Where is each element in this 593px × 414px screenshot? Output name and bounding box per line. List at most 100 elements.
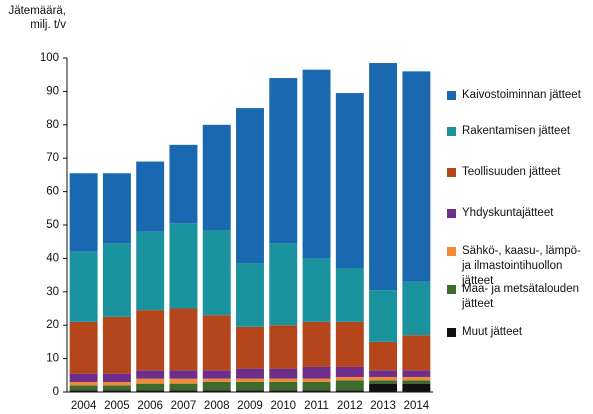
y-tick-label: 90 (46, 85, 59, 97)
bar-segment (69, 381, 98, 386)
y-tick-label: 20 (46, 319, 59, 331)
legend-swatch (447, 328, 456, 337)
bar-segment (169, 370, 198, 379)
y-tick-label: 80 (46, 119, 59, 131)
bar-segment (136, 161, 165, 232)
bar-segment (302, 258, 331, 322)
bar-segment (169, 378, 198, 384)
bar-segment (269, 243, 298, 326)
x-tick-label: 2012 (337, 400, 363, 412)
bar-segment (269, 381, 298, 391)
y-tick-label: 100 (40, 52, 59, 64)
bar-segment (236, 263, 264, 327)
bar-segment (369, 376, 398, 381)
y-tick-label: 70 (46, 152, 59, 164)
bar-segment (402, 281, 431, 336)
bar-segment (302, 378, 331, 382)
bar-segment (402, 380, 431, 384)
legend-label: Maa- ja metsätalouden jätteet (462, 283, 579, 310)
bar-segment (302, 321, 331, 367)
bar-segment (402, 335, 431, 371)
y-tick-label: 60 (46, 186, 59, 198)
legend-item: Yhdyskuntajätteet (447, 206, 593, 221)
y-tick-label: 10 (46, 353, 59, 365)
bar-segment (69, 373, 98, 382)
bar-segment (102, 373, 131, 382)
bar-segment (236, 378, 264, 382)
bar-segment (202, 390, 231, 392)
bar-segment (102, 173, 131, 244)
x-tick-label: 2011 (304, 400, 329, 412)
bar-segment (269, 325, 298, 369)
y-axis-title: Jätemäärä, milj. t/v (8, 5, 66, 31)
bar-segment (369, 341, 398, 371)
legend-item: Kaivostoiminnan jätteet (447, 88, 593, 103)
bar-segment (136, 390, 165, 392)
bar-segment (236, 108, 264, 264)
y-tick-label: 50 (46, 219, 59, 231)
y-tick-label: 30 (46, 286, 59, 298)
bar-segment (236, 326, 264, 369)
bar-segment (69, 390, 98, 392)
legend-label: Sähkö-, kaasu-, lämpö- ja ilmastointihuo… (462, 245, 581, 287)
bar-segment (102, 243, 131, 317)
bar-segment (136, 378, 165, 384)
bar-segment (136, 310, 165, 371)
bar-segment (269, 368, 298, 379)
bar-segment (102, 316, 131, 374)
bar-segment (335, 268, 364, 322)
x-tick-label: 2006 (137, 400, 163, 412)
legend-label: Muut jätteet (462, 326, 523, 338)
bar-segment (69, 321, 98, 374)
bar-segment (202, 124, 231, 231)
bar-segment (202, 381, 231, 391)
bar-segment (136, 383, 165, 391)
bar-segment (302, 69, 331, 259)
legend-item: Rakentamisen jätteet (447, 124, 593, 139)
bar-segment (369, 383, 398, 392)
bar-segment (335, 376, 364, 381)
bar-segment (169, 383, 198, 391)
bar-segment (202, 370, 231, 379)
y-tick-label: 0 (53, 386, 59, 398)
legend-swatch (447, 247, 456, 256)
bar-segment (202, 230, 231, 316)
legend-label: Yhdyskuntajätteet (462, 207, 554, 219)
legend-swatch (447, 285, 456, 294)
bar-segment (402, 376, 431, 381)
legend-item: Maa- ja metsätalouden jätteet (447, 282, 593, 312)
bar-segment (302, 366, 331, 379)
x-tick-label: 2005 (104, 400, 130, 412)
bar-segment (402, 370, 431, 377)
legend-label: Rakentamisen jätteet (462, 125, 571, 137)
bar-segment (136, 231, 165, 311)
bar-segment (169, 144, 198, 224)
bar-segment (236, 381, 264, 391)
legend-label: Kaivostoiminnan jätteet (462, 89, 581, 101)
bar-segment (369, 290, 398, 342)
bar-segment (335, 390, 364, 392)
x-tick-label: 2009 (237, 400, 263, 412)
y-tick-label: 40 (46, 252, 59, 264)
bar-segment (69, 251, 98, 322)
x-tick-label: 2013 (370, 400, 396, 412)
x-tick-label: 2007 (171, 400, 197, 412)
bar-segment (402, 383, 431, 392)
legend-item: Muut jätteet (447, 325, 593, 340)
x-tick-label: 2014 (404, 400, 430, 412)
bar-segment (335, 321, 364, 367)
bar-segment (335, 366, 364, 377)
bar-segment (169, 223, 198, 309)
bar-segment (69, 385, 98, 391)
x-tick-label: 2008 (204, 400, 230, 412)
bar-segment (269, 390, 298, 392)
legend-swatch (447, 91, 456, 100)
x-tick-label: 2010 (270, 400, 296, 412)
legend-swatch (447, 209, 456, 218)
bar-segment (335, 380, 364, 391)
bar-segment (136, 370, 165, 379)
bar-segment (169, 308, 198, 371)
bar-segment (102, 381, 131, 386)
